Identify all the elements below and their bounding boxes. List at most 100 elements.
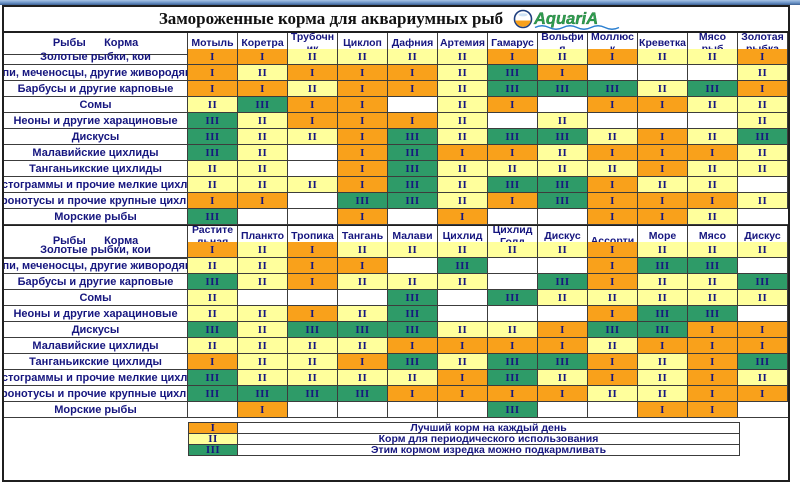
rating-cell: III bbox=[688, 258, 738, 274]
rating-mark: II bbox=[357, 307, 368, 320]
rating-cell bbox=[388, 258, 438, 274]
legend-label: Этим кормом изредка можно подкармливать bbox=[238, 444, 740, 456]
rating-mark: I bbox=[210, 82, 215, 95]
rating-mark: III bbox=[205, 387, 220, 400]
rating-mark: I bbox=[660, 339, 665, 352]
rating-cell: II bbox=[438, 113, 488, 129]
fish-row-label: Морские рыбы bbox=[4, 402, 188, 418]
fish-row-label: Малавийские цихлиды bbox=[4, 145, 188, 161]
rating-mark: II bbox=[457, 275, 468, 288]
rating-cell: I bbox=[288, 274, 338, 290]
rating-cell: I bbox=[538, 386, 588, 402]
rating-cell: II bbox=[288, 354, 338, 370]
rating-cell: II bbox=[338, 370, 388, 386]
rating-cell: II bbox=[438, 177, 488, 193]
fish-row-label: Апистограммы и прочие мелкие цихлиды bbox=[4, 370, 188, 386]
rating-cell: II bbox=[488, 161, 538, 177]
rating-cell bbox=[538, 209, 588, 225]
rating-mark: II bbox=[607, 291, 618, 304]
rating-cell: II bbox=[638, 274, 688, 290]
rating-cell bbox=[488, 306, 538, 322]
legend-row: III Этим кормом изредка можно подкармлива… bbox=[188, 444, 788, 456]
rating-cell bbox=[638, 65, 688, 81]
rating-cell: I bbox=[538, 65, 588, 81]
rating-cell: I bbox=[388, 338, 438, 354]
rating-cell: II bbox=[288, 370, 338, 386]
rating-cell: I bbox=[488, 386, 538, 402]
rating-mark: III bbox=[405, 307, 420, 320]
rating-cell bbox=[688, 65, 738, 81]
rating-cell: II bbox=[238, 370, 288, 386]
rating-mark: II bbox=[457, 66, 468, 79]
rating-cell: II bbox=[738, 65, 788, 81]
rating-cell: III bbox=[188, 274, 238, 290]
rating-cell: III bbox=[638, 322, 688, 338]
fish-row-label: Сомы bbox=[4, 290, 188, 306]
rating-mark: I bbox=[610, 210, 615, 223]
rating-mark: II bbox=[207, 259, 218, 272]
spreadsheet: Замороженные корма для аквариумных рыб A… bbox=[2, 5, 790, 482]
rating-mark: II bbox=[707, 162, 718, 175]
rating-mark: II bbox=[457, 323, 468, 336]
rating-mark: I bbox=[510, 339, 515, 352]
rating-mark: I bbox=[460, 210, 465, 223]
rating-cell: II bbox=[438, 49, 488, 65]
rating-cell: III bbox=[238, 386, 288, 402]
rating-mark: III bbox=[555, 275, 570, 288]
rating-cell: I bbox=[638, 338, 688, 354]
rating-mark: II bbox=[757, 162, 768, 175]
rating-cell: II bbox=[188, 97, 238, 113]
rating-mark: I bbox=[610, 178, 615, 191]
rating-cell: I bbox=[638, 97, 688, 113]
rating-cell: I bbox=[338, 145, 388, 161]
rating-cell: I bbox=[188, 49, 238, 65]
rating-mark: II bbox=[757, 146, 768, 159]
rating-mark: I bbox=[660, 130, 665, 143]
rating-mark: I bbox=[460, 339, 465, 352]
rating-mark: I bbox=[360, 355, 365, 368]
rating-mark: II bbox=[757, 66, 768, 79]
rating-cell: I bbox=[588, 306, 638, 322]
rating-mark: II bbox=[557, 114, 568, 127]
rating-cell: II bbox=[188, 161, 238, 177]
rating-mark: II bbox=[457, 162, 468, 175]
rating-cell: II bbox=[438, 193, 488, 209]
rating-mark: III bbox=[705, 82, 720, 95]
rating-cell: II bbox=[188, 258, 238, 274]
rating-mark: I bbox=[710, 371, 715, 384]
rating-cell: III bbox=[388, 145, 438, 161]
rating-cell: I bbox=[538, 338, 588, 354]
rating-mark: I bbox=[660, 162, 665, 175]
rating-cell bbox=[538, 258, 588, 274]
rating-cell: III bbox=[388, 306, 438, 322]
rating-cell bbox=[288, 161, 338, 177]
rating-mark: III bbox=[405, 194, 420, 207]
rating-cell bbox=[388, 402, 438, 418]
rating-cell: I bbox=[638, 161, 688, 177]
rating-mark: II bbox=[207, 98, 218, 111]
rating-cell bbox=[288, 193, 338, 209]
rating-mark: II bbox=[657, 275, 668, 288]
rating-cell: I bbox=[588, 145, 638, 161]
rating-cell: I bbox=[688, 402, 738, 418]
fish-row-label: Танганьикские цихлиды bbox=[4, 161, 188, 177]
rating-cell: II bbox=[588, 290, 638, 306]
rating-mark: II bbox=[457, 114, 468, 127]
rating-mark: I bbox=[610, 355, 615, 368]
rating-mark: II bbox=[257, 275, 268, 288]
rating-mark: II bbox=[257, 323, 268, 336]
rating-cell: II bbox=[638, 290, 688, 306]
rating-mark: II bbox=[557, 291, 568, 304]
rating-cell bbox=[288, 209, 338, 225]
rating-mark: II bbox=[407, 243, 418, 256]
rating-cell bbox=[338, 290, 388, 306]
rating-cell: II bbox=[538, 113, 588, 129]
rating-cell: II bbox=[688, 49, 738, 65]
rating-mark: I bbox=[310, 275, 315, 288]
rating-cell: I bbox=[588, 370, 638, 386]
rating-mark: III bbox=[505, 403, 520, 416]
rating-mark: III bbox=[755, 130, 770, 143]
rating-mark: III bbox=[655, 323, 670, 336]
rating-cell: II bbox=[238, 354, 288, 370]
rating-mark: III bbox=[205, 371, 220, 384]
